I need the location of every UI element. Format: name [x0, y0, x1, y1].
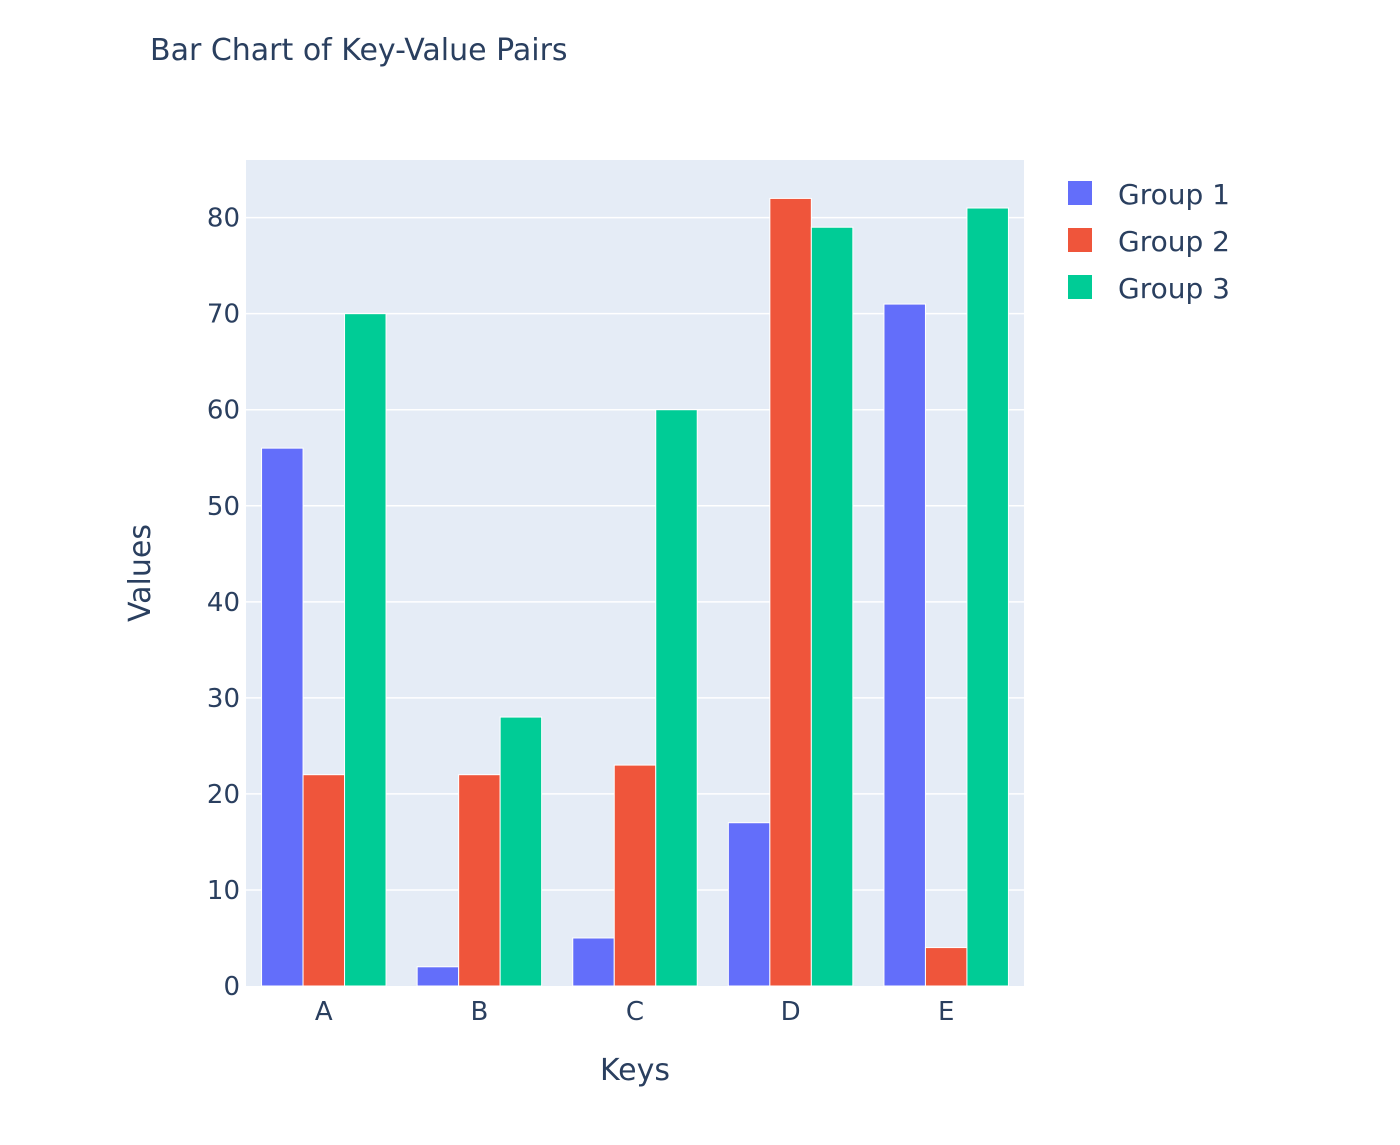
y-tick-label: 30 [207, 684, 240, 714]
y-axis-label: Values [123, 524, 158, 622]
bar-C-series-3[interactable] [655, 409, 698, 987]
bar-B-series-2[interactable] [458, 774, 501, 987]
y-axis-ticks: 0 10 20 30 40 50 60 70 80 [207, 204, 240, 1002]
bar-A-series-1[interactable] [261, 447, 304, 987]
x-tick-label: A [315, 997, 333, 1027]
chart-title: Bar Chart of Key-Value Pairs [150, 33, 568, 68]
legend-swatch [1068, 181, 1092, 205]
legend-label: Group 1 [1118, 178, 1230, 211]
x-tick-label: B [470, 997, 488, 1027]
bar-C-series-1[interactable] [572, 937, 615, 987]
bar-E-series-2[interactable] [924, 947, 968, 987]
bar-D-series-1[interactable] [727, 822, 771, 987]
bar-E-series-1[interactable] [883, 303, 926, 987]
y-tick-label: 80 [207, 204, 240, 234]
bar-E-series-3[interactable] [966, 207, 1009, 987]
bar-B-series-1[interactable] [416, 966, 460, 987]
x-tick-label: C [626, 997, 644, 1027]
x-axis-label: Keys [600, 1053, 670, 1088]
legend-swatch [1068, 275, 1092, 299]
bar-D-series-3[interactable] [810, 226, 854, 987]
x-tick-label: D [781, 997, 801, 1027]
legend[interactable]: Group 1 Group 2 Group 3 [1068, 178, 1230, 305]
legend-item[interactable]: Group 3 [1068, 272, 1230, 305]
legend-item[interactable]: Group 2 [1068, 225, 1230, 258]
y-tick-label: 20 [207, 780, 240, 810]
bar-A-series-3[interactable] [344, 313, 387, 987]
bar-A-series-2[interactable] [302, 774, 346, 987]
x-tick-label: E [938, 997, 954, 1027]
legend-label: Group 2 [1118, 225, 1230, 258]
bar-C-series-2[interactable] [613, 764, 657, 987]
bars [261, 197, 1009, 987]
legend-label: Group 3 [1118, 272, 1230, 305]
y-tick-label: 40 [207, 588, 240, 618]
bar-D-series-2[interactable] [769, 197, 812, 987]
bar-B-series-3[interactable] [499, 716, 543, 987]
y-tick-label: 60 [207, 396, 240, 426]
y-tick-label: 10 [207, 876, 240, 906]
y-tick-label: 0 [223, 972, 240, 1002]
legend-swatch [1068, 228, 1092, 252]
x-axis-ticks: A B C D E [315, 997, 955, 1027]
y-tick-label: 70 [207, 300, 240, 330]
legend-item[interactable]: Group 1 [1068, 178, 1230, 211]
y-tick-label: 50 [207, 492, 240, 522]
